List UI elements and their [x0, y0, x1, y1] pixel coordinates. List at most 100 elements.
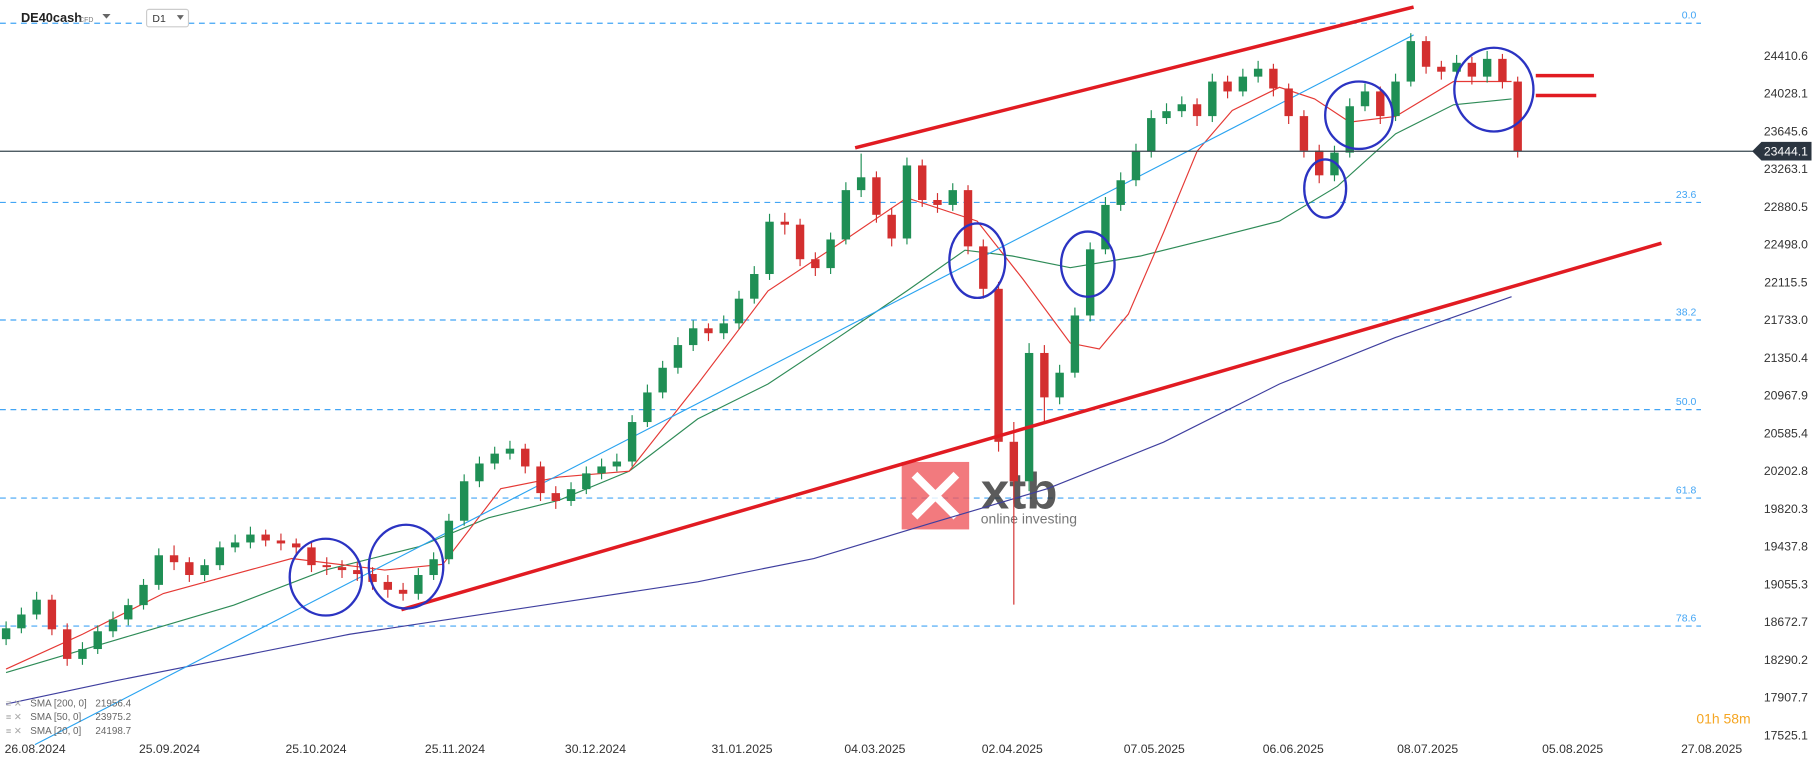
y-tick-label: 22498.0 — [1764, 238, 1808, 252]
candle-body — [1315, 150, 1324, 176]
last-price-label: 23444.1 — [1764, 144, 1808, 158]
y-tick-label: 20967.9 — [1764, 389, 1808, 403]
fib-label: 50.0 — [1676, 397, 1697, 408]
candle-body — [1055, 372, 1064, 398]
candle-body — [734, 298, 744, 324]
y-tick-label: 17525.1 — [1764, 728, 1808, 742]
candle-body — [32, 599, 41, 615]
candle-body — [1131, 151, 1141, 181]
candle-body — [1085, 249, 1095, 316]
x-tick-label: 04.03.2025 — [844, 742, 905, 756]
candle-body — [230, 542, 240, 548]
candle-body — [459, 481, 469, 521]
y-tick-label: 18672.7 — [1764, 615, 1808, 629]
circle — [1059, 230, 1116, 298]
candle-body — [292, 543, 301, 548]
y-tick-label: 20202.8 — [1764, 464, 1808, 478]
x-tick-label: 07.05.2025 — [1124, 742, 1185, 756]
candle-body — [1238, 76, 1248, 92]
watermark-tagline: online investing — [981, 511, 1077, 527]
candle-body — [902, 165, 912, 239]
candle-body — [414, 575, 423, 594]
candle-body — [688, 328, 698, 346]
fib-label: 61.8 — [1676, 485, 1697, 496]
candle-body — [1330, 152, 1339, 176]
instrument-type: CFD — [79, 17, 93, 24]
timeframe-dropdown[interactable] — [176, 15, 184, 20]
fib-label: 38.2 — [1676, 307, 1697, 318]
candle-body — [704, 328, 713, 334]
candle-body — [429, 559, 438, 576]
x-tick-label: 31.01.2025 — [712, 742, 773, 756]
candle-body — [1360, 91, 1370, 107]
timeframe-box[interactable] — [146, 8, 190, 28]
x-tick-label: 25.09.2024 — [139, 742, 200, 756]
candle-body — [154, 555, 163, 585]
candle-body — [185, 562, 194, 576]
candle-body — [200, 565, 209, 576]
candle-body — [750, 274, 759, 299]
candle-body — [1162, 111, 1171, 119]
candle-body — [551, 493, 560, 502]
candle-body — [490, 453, 499, 464]
candle-body — [353, 570, 362, 575]
candle-body — [1498, 58, 1507, 82]
candle-body — [1177, 104, 1186, 112]
candle-body — [1040, 352, 1049, 398]
timeframe: D1 — [152, 14, 166, 25]
candle-body — [521, 448, 530, 467]
y-tick-label: 22115.5 — [1764, 275, 1807, 289]
watermark-x — [911, 471, 960, 520]
y-tick-label: 24410.6 — [1764, 49, 1808, 63]
legend-value: 21956.4 — [95, 698, 131, 709]
x-tick-label: 05.08.2025 — [1542, 742, 1603, 756]
circle — [367, 523, 445, 610]
symbol-dropdown[interactable] — [102, 14, 111, 19]
candle-body — [1223, 81, 1232, 92]
candle-body — [1024, 352, 1034, 482]
legend-name: SMA [20, 0] — [30, 726, 81, 737]
candle-body — [566, 489, 576, 502]
timer: 01h 58m — [1696, 711, 1750, 727]
candle-body — [536, 466, 545, 494]
candle-body — [933, 199, 942, 205]
candle-body — [841, 190, 851, 240]
candle-body — [17, 614, 26, 629]
candle-body — [1482, 58, 1492, 77]
candle-body — [948, 190, 957, 205]
candle-body — [261, 534, 270, 541]
candle-body — [658, 367, 667, 393]
y-tick-label: 19055.3 — [1764, 577, 1808, 591]
x-tick-label: 30.12.2024 — [565, 742, 626, 756]
y-tick-label: 19437.8 — [1764, 540, 1808, 554]
watermark-brand: xtb — [981, 462, 1058, 519]
candle-body — [994, 288, 1003, 442]
circle — [288, 537, 363, 617]
x-tick-label: 26.08.2024 — [5, 742, 66, 756]
candle-body — [1253, 68, 1263, 77]
candle-body — [1391, 81, 1400, 117]
candle-body — [1284, 88, 1293, 117]
y-tick-label: 23645.6 — [1764, 124, 1808, 138]
candle-body — [1299, 116, 1309, 151]
legend-value: 23975.2 — [95, 712, 131, 723]
fib-label: 0.0 — [1682, 11, 1697, 22]
x-tick-label: 27.08.2025 — [1681, 742, 1742, 756]
legend-icon: ≡ ✕ — [6, 698, 22, 708]
y-tick-label: 23263.1 — [1764, 162, 1808, 176]
candle-body — [1269, 68, 1278, 89]
y-tick-label: 21350.4 — [1764, 351, 1808, 365]
candle-body — [627, 422, 637, 462]
candle-body — [1, 628, 11, 640]
candle-body — [795, 224, 805, 260]
y-tick-label: 18290.2 — [1764, 653, 1808, 667]
fib-label: 23.6 — [1676, 190, 1697, 201]
legend-name: SMA [50, 0] — [30, 712, 81, 723]
candle-body — [1513, 81, 1522, 152]
symbol: DE40cash — [21, 10, 82, 25]
candle-body — [918, 165, 927, 200]
candle-body — [582, 473, 591, 490]
candle-body — [169, 555, 179, 563]
circle — [948, 222, 1007, 300]
